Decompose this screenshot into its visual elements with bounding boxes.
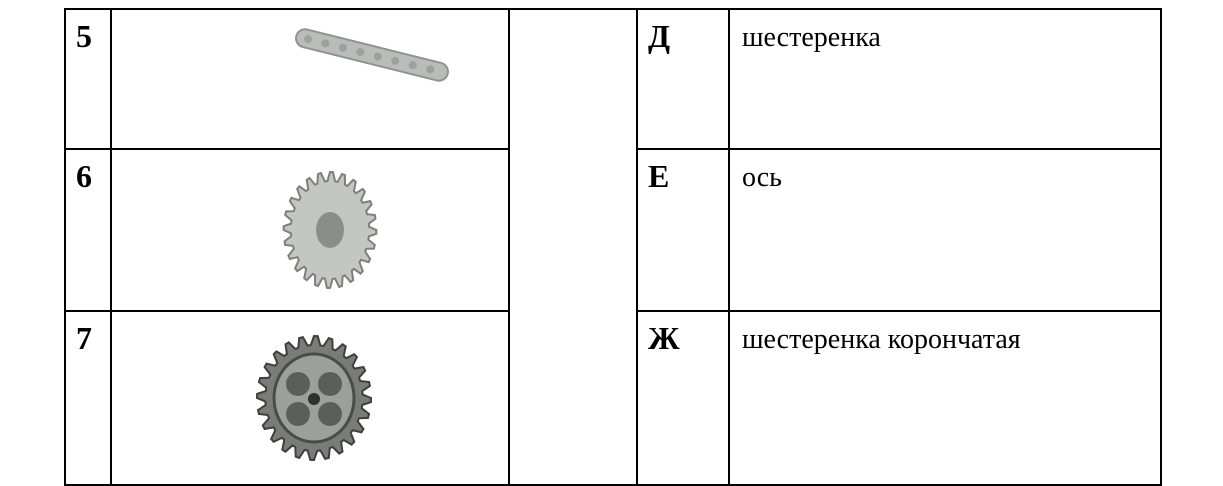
row-text: ось: [728, 148, 1162, 312]
table-row: 6 Е ось: [64, 148, 1162, 312]
table-row: 5 Д шестеренка: [64, 8, 1162, 486]
crown-gear-image: [255, 334, 373, 462]
row-text: шестеренка: [728, 8, 1162, 150]
row-text: шестеренка корончатая: [728, 310, 1162, 486]
row-letter: Ж: [636, 310, 730, 486]
row-number: 6: [64, 148, 112, 312]
table-row: 7 Ж шестеренка корончатая: [64, 310, 1162, 486]
matching-table: 5 Д шестеренка 6 Е ось: [64, 8, 1162, 486]
image-cell: [110, 8, 510, 150]
row-letter: Е: [636, 148, 730, 312]
row-letter: Д: [636, 8, 730, 150]
beam-image: [295, 28, 449, 82]
row-number: 5: [64, 8, 112, 150]
empty-cell: [508, 8, 638, 486]
gear-image: [282, 170, 378, 290]
image-cell: [110, 148, 510, 312]
image-cell: [110, 310, 510, 486]
row-number: 7: [64, 310, 112, 486]
